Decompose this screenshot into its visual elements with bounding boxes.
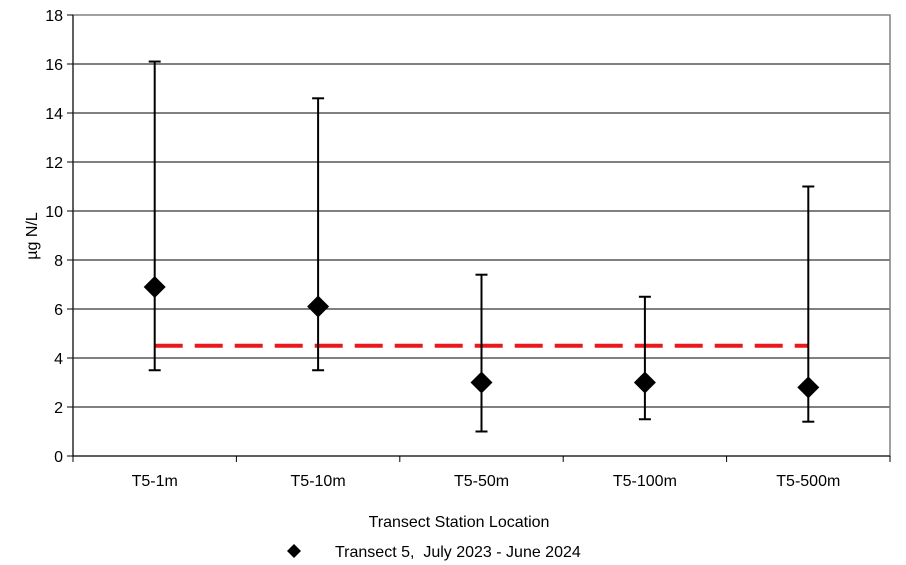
y-axis: 0 2 4 6 8 10 12 14 16 18 bbox=[45, 8, 74, 466]
y-tick-label: 0 bbox=[54, 449, 63, 466]
x-tick-label: T5-10m bbox=[291, 473, 346, 490]
y-tick-label: 2 bbox=[54, 400, 63, 417]
y-tick-label: 8 bbox=[54, 253, 63, 270]
data-point bbox=[307, 295, 330, 318]
legend-marker bbox=[287, 544, 301, 558]
legend: Transect 5, July 2023 - June 2024 bbox=[287, 544, 581, 561]
x-tick-label: T5-1m bbox=[132, 473, 178, 490]
data-point bbox=[797, 376, 820, 399]
x-tick-label: T5-500m bbox=[776, 473, 840, 490]
x-axis: T5-1m T5-10m T5-50m T5-100m T5-500m bbox=[72, 455, 891, 490]
y-tick-label: 18 bbox=[45, 8, 63, 25]
x-tick-label: T5-50m bbox=[454, 473, 509, 490]
y-tick-label: 4 bbox=[54, 351, 63, 368]
y-tick-label: 10 bbox=[45, 204, 63, 221]
data-point bbox=[470, 371, 493, 394]
data-point bbox=[633, 371, 656, 394]
x-tick-label: T5-100m bbox=[613, 473, 677, 490]
y-tick-label: 16 bbox=[45, 57, 63, 74]
data-point bbox=[143, 275, 166, 298]
y-tick-label: 14 bbox=[45, 106, 63, 123]
y-tick-label: 12 bbox=[45, 155, 63, 172]
y-tick-label: 6 bbox=[54, 302, 63, 319]
x-axis-label: Transect Station Location bbox=[369, 514, 550, 531]
data-points bbox=[143, 275, 820, 399]
legend-series-name: Transect 5, July 2023 - June 2024 bbox=[335, 544, 581, 561]
y-axis-label: µg N/L bbox=[24, 212, 41, 260]
